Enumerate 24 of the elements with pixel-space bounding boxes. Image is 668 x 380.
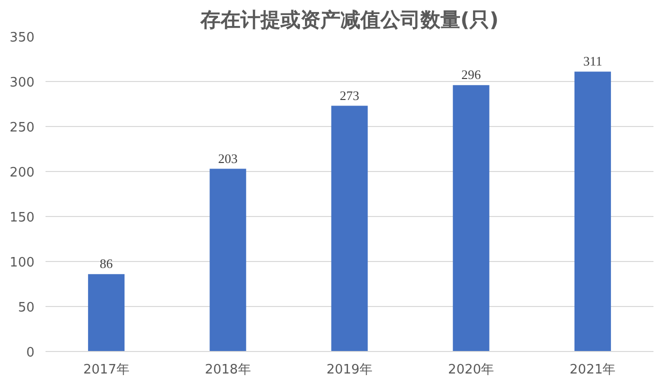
x-tick-label: 2017年 [83,362,130,378]
bar [452,85,490,352]
y-tick-label: 350 [10,30,35,46]
data-label: 296 [461,67,482,82]
x-tick-label: 2020年 [448,362,494,378]
y-tick-label: 50 [18,300,35,316]
y-tick-label: 200 [10,166,35,180]
chart-title: 存在计提或资产减值公司数量(只) [199,8,499,32]
data-label: 311 [583,54,602,69]
y-tick-label: 0 [26,346,35,360]
bar [331,106,368,352]
y-tick-label: 150 [10,210,35,226]
bar [210,168,246,352]
data-label: 86 [100,256,114,272]
bar [574,72,611,352]
x-tick-label: 2021年 [570,362,616,378]
bar [88,274,125,352]
data-label: 273 [340,88,360,103]
data-label: 203 [218,150,238,166]
x-tick-label: 2019年 [326,362,373,378]
y-tick-label: 300 [10,76,35,90]
y-tick-label: 100 [10,256,35,270]
y-tick-label: 250 [10,120,35,136]
x-tick-label: 2018年 [204,362,251,378]
